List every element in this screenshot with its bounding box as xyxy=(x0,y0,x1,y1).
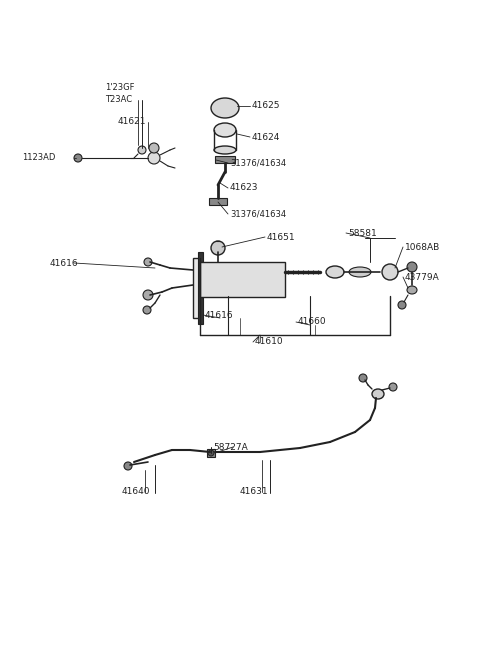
Text: T23AC: T23AC xyxy=(105,95,132,104)
Ellipse shape xyxy=(372,389,384,399)
Bar xyxy=(209,198,227,205)
Text: 1123AD: 1123AD xyxy=(22,154,55,162)
Circle shape xyxy=(359,374,367,382)
Text: 31376/41634: 31376/41634 xyxy=(230,210,286,219)
Text: 41631: 41631 xyxy=(240,487,269,497)
Circle shape xyxy=(382,264,398,280)
Circle shape xyxy=(148,152,160,164)
Circle shape xyxy=(208,450,214,456)
Circle shape xyxy=(407,262,417,272)
Text: 43779A: 43779A xyxy=(405,273,440,281)
Text: 1'23GF: 1'23GF xyxy=(105,83,134,93)
Ellipse shape xyxy=(349,267,371,277)
Ellipse shape xyxy=(211,98,239,118)
Text: 41616: 41616 xyxy=(205,311,234,319)
Circle shape xyxy=(211,241,225,255)
Text: 1068AB: 1068AB xyxy=(405,242,440,252)
Ellipse shape xyxy=(407,286,417,294)
Bar xyxy=(198,252,203,324)
Text: 41625: 41625 xyxy=(252,101,280,110)
Text: 41610: 41610 xyxy=(255,338,284,346)
Bar xyxy=(207,449,215,457)
Bar xyxy=(215,156,235,163)
Circle shape xyxy=(138,146,146,154)
Circle shape xyxy=(74,154,82,162)
Circle shape xyxy=(124,462,132,470)
Circle shape xyxy=(144,258,152,266)
Circle shape xyxy=(143,306,151,314)
Ellipse shape xyxy=(214,123,236,137)
Text: 41621: 41621 xyxy=(118,118,146,127)
Text: 58727A: 58727A xyxy=(213,443,248,451)
Ellipse shape xyxy=(214,146,236,154)
Circle shape xyxy=(389,383,397,391)
Circle shape xyxy=(398,301,406,309)
Ellipse shape xyxy=(326,266,344,278)
Text: 41624: 41624 xyxy=(252,133,280,141)
Text: 31376/41634: 31376/41634 xyxy=(230,158,286,168)
Text: 41660: 41660 xyxy=(298,317,326,327)
Text: 41616: 41616 xyxy=(50,258,79,267)
Bar xyxy=(200,262,285,297)
Text: 41651: 41651 xyxy=(267,233,296,242)
Text: 41623: 41623 xyxy=(230,183,259,193)
Circle shape xyxy=(143,290,153,300)
Circle shape xyxy=(149,143,159,153)
Text: 58581: 58581 xyxy=(348,229,377,237)
Bar xyxy=(193,258,201,318)
Text: 41640: 41640 xyxy=(122,487,151,497)
